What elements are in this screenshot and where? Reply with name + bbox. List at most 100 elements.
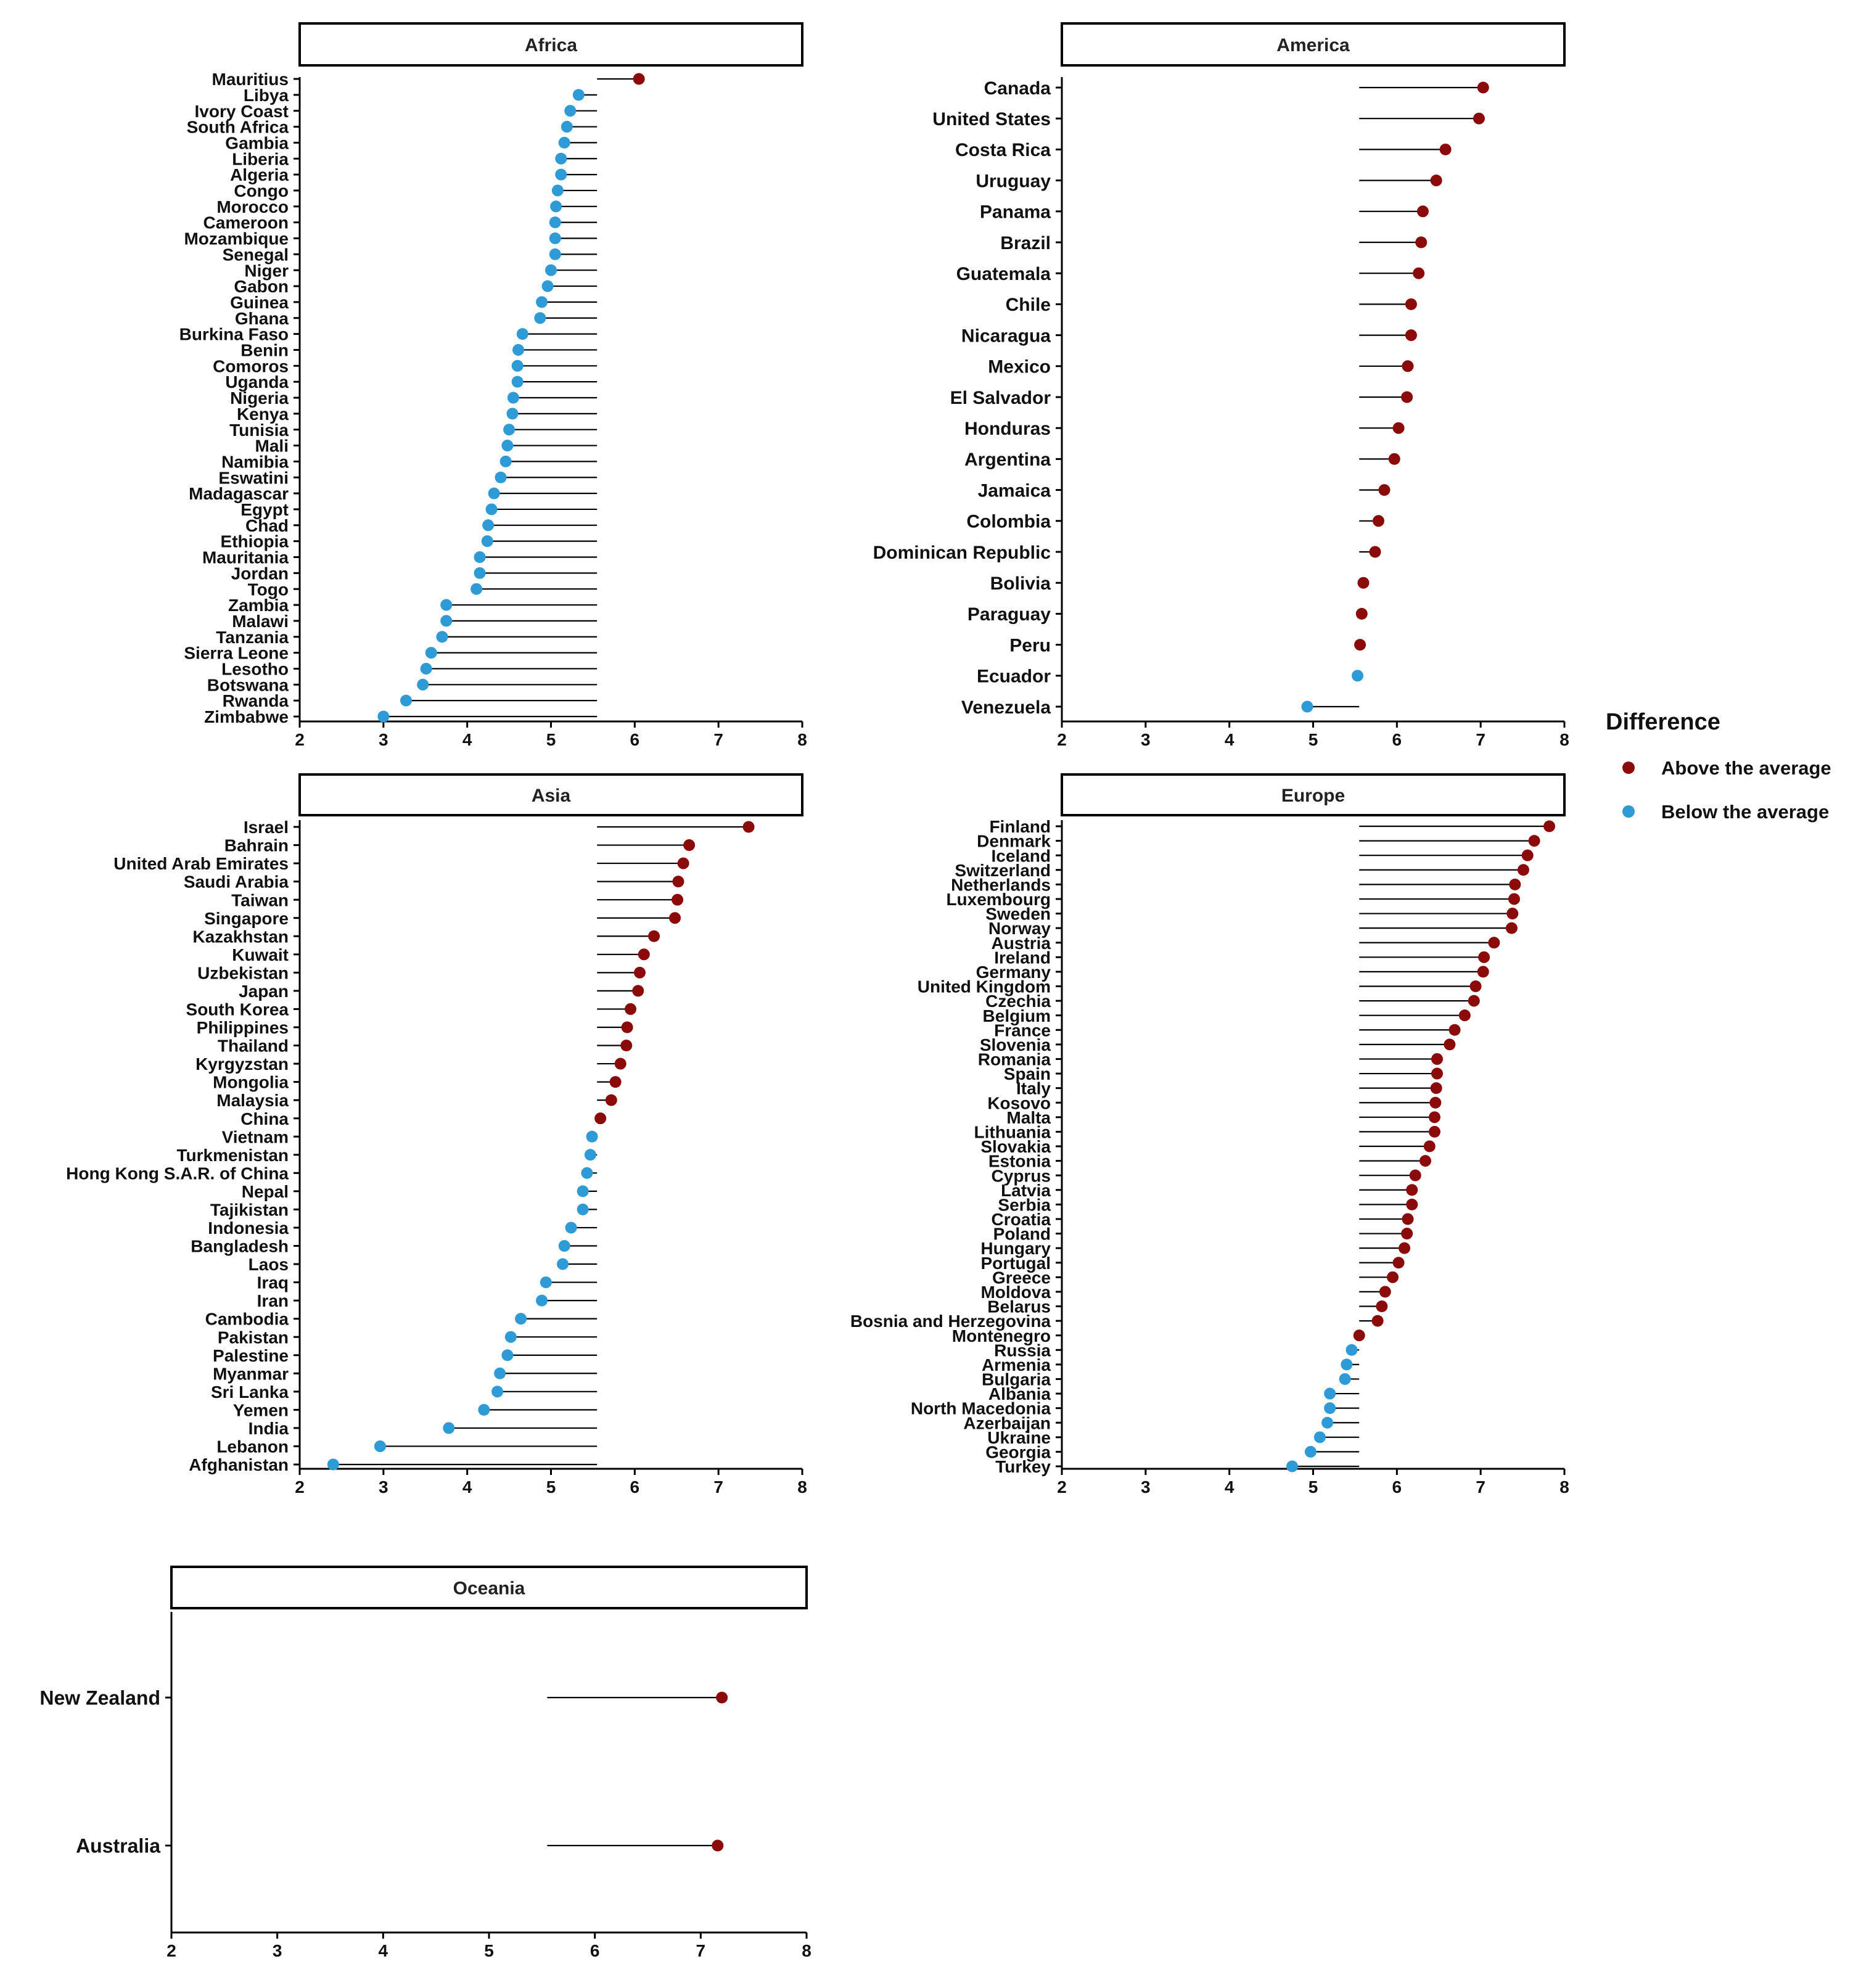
point-romania bbox=[1431, 1053, 1444, 1065]
country-label-thailand: Thailand bbox=[218, 1037, 289, 1056]
point-belgium bbox=[1458, 1009, 1471, 1022]
point-india bbox=[443, 1422, 455, 1434]
legend-marker-below bbox=[1622, 805, 1635, 818]
strip-label-oceania: Oceania bbox=[453, 1579, 525, 1599]
panel-europe: Europe 2 3 4 5 6 7 8 FinlandDenmarkIcelandSwitze… bbox=[850, 773, 1569, 1497]
point-singapore bbox=[669, 912, 681, 924]
country-label-georgia: Georgia bbox=[985, 1442, 1051, 1461]
point-bahrain bbox=[683, 839, 696, 852]
strip-label-america: America bbox=[1276, 35, 1350, 55]
country-label-vietnam: Vietnam bbox=[222, 1127, 289, 1146]
point-ukraine bbox=[1313, 1431, 1326, 1444]
country-label-myanmar: Myanmar bbox=[213, 1364, 289, 1383]
point-eswatini bbox=[495, 471, 507, 483]
point-jamaica bbox=[1378, 484, 1391, 496]
country-label-uruguay: Uruguay bbox=[976, 171, 1051, 191]
point-france bbox=[1448, 1024, 1461, 1036]
x-tick-label-africa-6: 6 bbox=[630, 730, 640, 749]
point-tunisia bbox=[503, 424, 516, 436]
point-nigeria bbox=[507, 392, 519, 404]
point-mongolia bbox=[609, 1076, 622, 1088]
country-label-bolivia: Bolivia bbox=[990, 573, 1051, 594]
point-hong-kong-s-a-r-of-china bbox=[581, 1167, 593, 1179]
country-label-singapore: Singapore bbox=[204, 909, 289, 928]
country-label-south-korea: South Korea bbox=[186, 1000, 289, 1019]
point-sri-lanka bbox=[491, 1386, 504, 1398]
country-label-israel: Israel bbox=[244, 818, 289, 837]
country-label-netherlands: Netherlands bbox=[951, 875, 1051, 894]
point-gambia bbox=[558, 136, 570, 149]
point-china bbox=[594, 1112, 607, 1125]
country-label-india: India bbox=[249, 1419, 289, 1438]
legend-title: Difference bbox=[1606, 709, 1720, 735]
x-tick-label-america-4: 4 bbox=[1225, 730, 1235, 749]
country-label-sri-lanka: Sri Lanka bbox=[211, 1382, 289, 1402]
point-algeria bbox=[555, 168, 567, 181]
strip-label-asia: Asia bbox=[532, 786, 571, 806]
point-costa-rica bbox=[1439, 143, 1452, 155]
country-label-nepal: Nepal bbox=[242, 1182, 289, 1201]
point-luxembourg bbox=[1508, 893, 1520, 905]
point-iraq bbox=[540, 1276, 552, 1289]
point-kosovo bbox=[1429, 1096, 1442, 1109]
x-tick-label-america-3: 3 bbox=[1141, 730, 1151, 749]
country-label-belgium: Belgium bbox=[983, 1006, 1051, 1025]
legend-marker-above bbox=[1622, 762, 1635, 774]
point-madagascar bbox=[488, 487, 500, 499]
point-nepal bbox=[577, 1185, 589, 1197]
point-dominican-republic bbox=[1369, 546, 1381, 558]
point-slovakia bbox=[1423, 1140, 1436, 1152]
country-label-nigeria: Nigeria bbox=[230, 388, 289, 408]
country-label-taiwan: Taiwan bbox=[231, 890, 289, 910]
point-uganda bbox=[511, 376, 524, 388]
point-canada bbox=[1477, 81, 1489, 94]
point-togo bbox=[470, 583, 483, 595]
country-label-niger: Niger bbox=[244, 261, 289, 280]
country-label-rwanda: Rwanda bbox=[223, 691, 289, 710]
point-belarus bbox=[1376, 1300, 1388, 1312]
country-label-senegal: Senegal bbox=[223, 245, 289, 264]
point-brazil bbox=[1415, 236, 1428, 248]
point-bolivia bbox=[1357, 577, 1370, 589]
country-label-norway: Norway bbox=[988, 919, 1051, 938]
country-label-sweden: Sweden bbox=[985, 905, 1051, 924]
country-label-north-macedonia: North Macedonia bbox=[911, 1399, 1051, 1418]
point-iceland bbox=[1521, 849, 1534, 861]
point-lithuania bbox=[1428, 1125, 1440, 1138]
x-tick-label-africa-4: 4 bbox=[462, 730, 472, 749]
country-label-czechia: Czechia bbox=[985, 992, 1051, 1011]
point-ethiopia bbox=[481, 535, 493, 548]
point-malta bbox=[1428, 1111, 1440, 1123]
x-tick-label-asia-7: 7 bbox=[713, 1477, 723, 1497]
country-label-uzbekistan: Uzbekistan bbox=[197, 963, 289, 982]
point-bangladesh bbox=[558, 1239, 570, 1252]
country-label-croatia: Croatia bbox=[992, 1210, 1051, 1229]
x-tick-label-africa-2: 2 bbox=[295, 730, 305, 749]
country-label-colombia: Colombia bbox=[966, 512, 1051, 532]
country-label-cyprus: Cyprus bbox=[992, 1166, 1051, 1185]
point-austria bbox=[1488, 937, 1500, 949]
point-lesotho bbox=[420, 662, 432, 675]
country-label-tunisia: Tunisia bbox=[229, 421, 289, 440]
country-label-hong-kong-s-a-r-of-china: Hong Kong S.A.R. of China bbox=[66, 1164, 289, 1183]
legend-label-below: Below the average bbox=[1661, 801, 1829, 823]
country-label-spain: Spain bbox=[1004, 1064, 1051, 1083]
point-croatia bbox=[1402, 1213, 1414, 1225]
country-label-congo: Congo bbox=[234, 181, 289, 200]
point-panama bbox=[1416, 205, 1429, 218]
country-label-togo: Togo bbox=[248, 580, 289, 599]
country-label-jamaica: Jamaica bbox=[978, 480, 1051, 501]
x-tick-label-oceania-5: 5 bbox=[484, 1941, 494, 1960]
point-estonia bbox=[1420, 1155, 1432, 1167]
point-greece bbox=[1387, 1271, 1399, 1283]
country-label-japan: Japan bbox=[239, 982, 289, 1001]
x-tick-label-europe-2: 2 bbox=[1057, 1477, 1067, 1497]
x-tick-label-oceania-4: 4 bbox=[379, 1941, 388, 1960]
country-label-bulgaria: Bulgaria bbox=[982, 1370, 1051, 1389]
country-label-gambia: Gambia bbox=[225, 133, 289, 152]
country-label-honduras: Honduras bbox=[964, 419, 1051, 439]
x-tick-label-europe-3: 3 bbox=[1141, 1477, 1151, 1497]
